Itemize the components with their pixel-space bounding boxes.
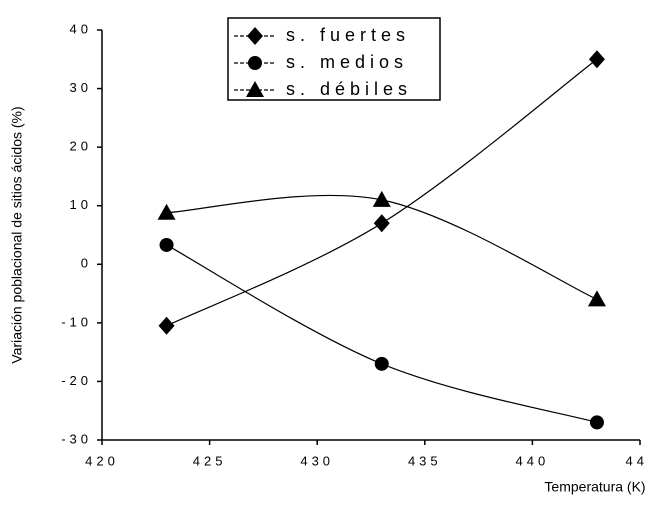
y-tick-label: 10 (70, 197, 92, 212)
y-tick-label: -20 (61, 373, 92, 388)
series-line (166, 244, 598, 424)
legend-marker (246, 81, 264, 97)
data-point (587, 290, 606, 307)
data-point (374, 356, 389, 371)
x-axis-label: Temperatura (K) (544, 479, 645, 495)
legend-box (227, 17, 441, 101)
y-tick-label: 0 (81, 256, 92, 271)
x-tick-label: 440 (516, 453, 550, 468)
x-tick-label: 44 (626, 453, 648, 468)
y-tick-label: 40 (70, 21, 92, 36)
x-tick-label: 435 (408, 453, 442, 468)
legend-label: s. fuertes (286, 25, 410, 45)
y-tick-label: -10 (61, 314, 92, 329)
data-point (372, 190, 391, 207)
data-point (159, 237, 174, 252)
y-axis-label: Variación poblacional de sitios ácidos (… (9, 106, 25, 363)
data-point (157, 203, 176, 220)
legend-label: s. débiles (286, 79, 412, 99)
x-tick-label: 420 (85, 453, 119, 468)
data-point (588, 50, 605, 69)
x-tick-label: 425 (193, 453, 227, 468)
y-tick-label: 30 (70, 80, 92, 95)
legend-marker (248, 56, 262, 70)
x-tick-label: 430 (300, 453, 334, 468)
y-tick-label: -30 (61, 431, 92, 446)
data-point (589, 415, 604, 430)
legend-marker (247, 27, 263, 45)
y-tick-label: 20 (70, 139, 92, 154)
data-point (373, 214, 390, 233)
legend-label: s. medios (286, 52, 408, 72)
data-point (158, 316, 175, 335)
